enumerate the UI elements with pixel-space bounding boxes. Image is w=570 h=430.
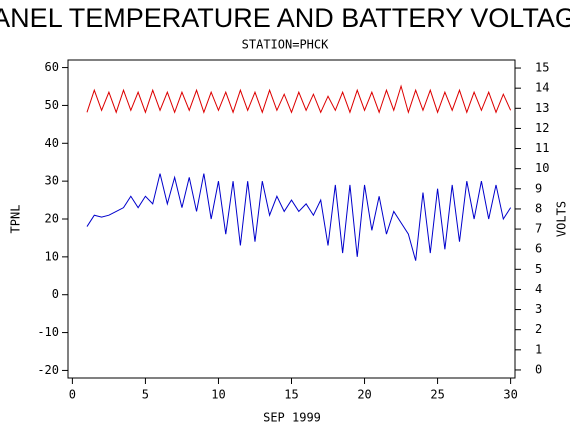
x-tick-label: 30: [503, 388, 517, 402]
y-tick-label: 10: [45, 249, 59, 263]
y2-tick-label: 2: [535, 322, 542, 336]
y2-tick-label: 10: [535, 161, 549, 175]
y-tick-label: 20: [45, 212, 59, 226]
y-tick-label: -20: [37, 363, 59, 377]
data-line: [86, 173, 512, 261]
y-axis-label: TPNL: [9, 205, 23, 234]
y-tick-label: 60: [45, 60, 59, 74]
y2-tick-label: 9: [535, 181, 542, 195]
y2-tick-label: 15: [535, 61, 549, 75]
chart-title: PANEL TEMPERATURE AND BATTERY VOLTAGE: [0, 3, 570, 33]
y2-tick-label: 0: [535, 362, 542, 376]
y2-tick-label: 3: [535, 302, 542, 316]
y-tick-label: 0: [52, 287, 59, 301]
y-tick-label: 40: [45, 136, 59, 150]
y2-tick-label: 7: [535, 222, 542, 236]
x-tick-label: 25: [430, 388, 444, 402]
y2-tick-label: 12: [535, 121, 549, 135]
x-tick-label: 5: [142, 388, 149, 402]
y2-tick-label: 13: [535, 101, 549, 115]
x-tick-label: 0: [69, 388, 76, 402]
y2-tick-label: 4: [535, 282, 542, 296]
y2-axis-label: VOLTS: [555, 201, 569, 237]
y-tick-label: 50: [45, 98, 59, 112]
x-tick-label: 15: [284, 388, 298, 402]
x-tick-label: 20: [357, 388, 371, 402]
y-tick-label: 30: [45, 174, 59, 188]
x-axis-label: SEP 1999: [263, 411, 321, 425]
y-tick-label: -10: [37, 325, 59, 339]
y2-tick-label: 14: [535, 81, 549, 95]
y2-tick-label: 5: [535, 262, 542, 276]
y2-tick-label: 8: [535, 201, 542, 215]
x-tick-label: 10: [211, 388, 225, 402]
data-line: [86, 84, 512, 115]
y2-tick-label: 6: [535, 242, 542, 256]
chart-subtitle: STATION=PHCK: [242, 38, 329, 52]
y2-tick-label: 11: [535, 141, 549, 155]
y2-tick-label: 1: [535, 342, 542, 356]
